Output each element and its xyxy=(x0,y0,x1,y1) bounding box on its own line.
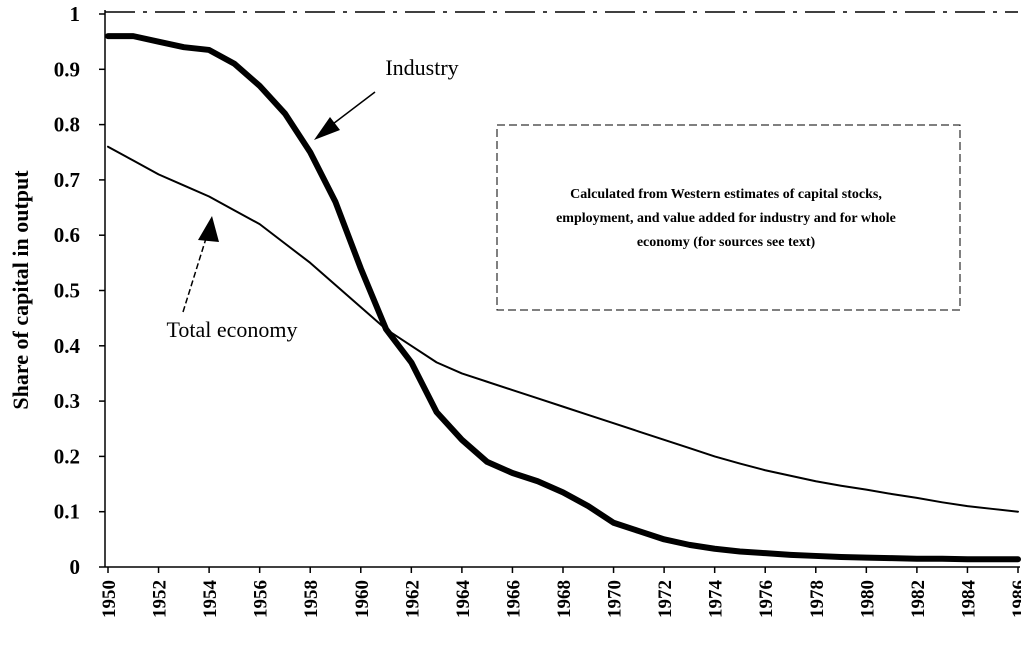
x-tick-label: 1958 xyxy=(301,580,322,618)
x-tick-label: 1950 xyxy=(99,580,120,618)
y-tick-label: 0.5 xyxy=(54,279,80,303)
line-series xyxy=(105,33,1021,563)
x-tick-label: 1954 xyxy=(200,580,221,619)
x-tick-label: 1974 xyxy=(706,580,727,619)
x-tick-label: 1976 xyxy=(756,580,777,618)
y-tick-label: 0.6 xyxy=(54,223,80,247)
y-tick-label: 0.2 xyxy=(54,444,80,468)
x-tick-label: 1966 xyxy=(503,580,524,618)
y-tick-label: 0.7 xyxy=(54,168,80,192)
x-tick-label: 1962 xyxy=(402,580,423,618)
x-tick-label: 1982 xyxy=(908,580,929,618)
x-tick-label: 1984 xyxy=(958,580,979,619)
x-tick-label: 1956 xyxy=(251,580,272,618)
y-tick-label: 0.1 xyxy=(54,500,80,524)
y-tick-label: 0.3 xyxy=(54,389,80,413)
arrow xyxy=(182,231,209,313)
annotation: Total economy xyxy=(166,317,297,342)
x-tick-label: 1972 xyxy=(655,580,676,618)
y-tick-label: 0.9 xyxy=(54,57,80,81)
annotation: Industry xyxy=(385,55,458,80)
y-tick-label: 0.4 xyxy=(54,334,81,358)
y-tick-label: 0 xyxy=(70,555,81,579)
x-tick-label: 1980 xyxy=(857,580,878,618)
arrowhead xyxy=(314,117,340,140)
x-tick-label: 1970 xyxy=(605,580,626,618)
note-text: employment, and value added for industry… xyxy=(556,211,896,226)
note-text: Calculated from Western estimates of cap… xyxy=(570,187,882,202)
x-tick-label: 1952 xyxy=(150,580,171,618)
note-box xyxy=(496,124,961,311)
x-tick-label: 1964 xyxy=(453,580,474,619)
x-tick-label: 1968 xyxy=(554,580,575,618)
x-tick-label: 1978 xyxy=(807,580,828,618)
y-axis-label: Share of capital in output xyxy=(8,170,33,410)
line-series xyxy=(107,145,1019,513)
x-tick-label: 1960 xyxy=(352,580,373,618)
arrowhead xyxy=(198,216,219,242)
y-tick-label: 1 xyxy=(70,2,81,26)
y-tick-label: 0.8 xyxy=(54,113,80,137)
x-tick-label: 1986 xyxy=(1009,580,1021,618)
note-text: economy (for sources see text) xyxy=(637,235,816,250)
